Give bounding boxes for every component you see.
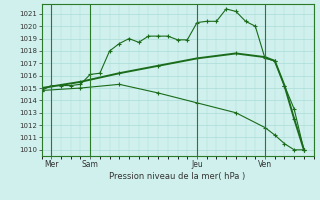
X-axis label: Pression niveau de la mer( hPa ): Pression niveau de la mer( hPa ) [109,172,246,181]
